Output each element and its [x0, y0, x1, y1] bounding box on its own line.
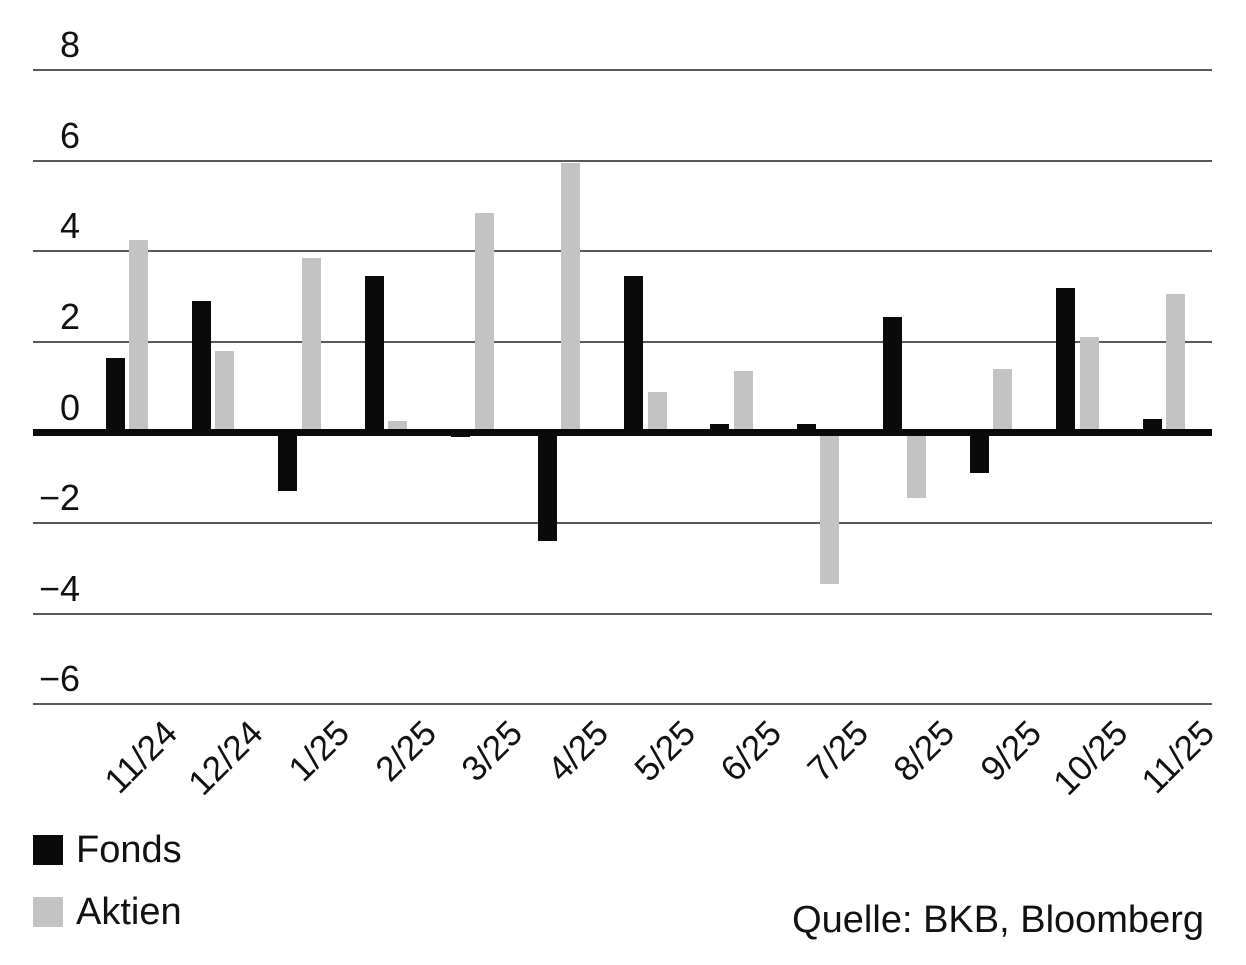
- x-tick-label: 6/25: [713, 713, 790, 790]
- bar-aktien: [129, 240, 148, 433]
- x-tick-label: 9/25: [972, 713, 1049, 790]
- bar-aktien: [301, 258, 321, 433]
- x-tick-label: 4/25: [540, 713, 617, 790]
- bar-aktien: [820, 432, 840, 585]
- y-tick-label: −6: [38, 658, 80, 700]
- x-tick-label: 12/24: [181, 713, 271, 803]
- bar-fonds: [105, 357, 125, 433]
- aktien-swatch: [33, 897, 63, 927]
- bar-aktien: [561, 163, 581, 433]
- bar-fonds: [364, 276, 384, 433]
- gridline: [33, 341, 1212, 343]
- zero-line: [33, 429, 1212, 437]
- bar-fonds: [710, 423, 730, 433]
- x-tick-label: 10/25: [1045, 713, 1135, 803]
- gridline: [33, 159, 1212, 162]
- x-tick-label: 7/25: [799, 713, 876, 790]
- gridline: [33, 250, 1212, 253]
- bar-aktien: [474, 212, 494, 433]
- fonds-swatch: [33, 835, 63, 865]
- y-tick-label: −4: [38, 567, 80, 609]
- bar-fonds: [969, 432, 989, 474]
- y-tick-label: −2: [38, 477, 80, 519]
- y-tick-label: 0: [59, 386, 80, 428]
- bar-fonds: [796, 423, 816, 433]
- bar-aktien: [388, 421, 408, 433]
- bar-aktien: [733, 371, 753, 433]
- x-tick-label: 11/24: [96, 713, 185, 801]
- x-tick-label: 2/25: [367, 713, 444, 790]
- y-tick-label: 4: [59, 205, 80, 247]
- aktien-label: Aktien: [76, 891, 182, 933]
- y-tick-label: 8: [59, 24, 80, 66]
- bar-aktien: [906, 432, 926, 499]
- gridline: [33, 69, 1212, 72]
- y-tick-label: 2: [59, 296, 80, 337]
- x-tick-label: 8/25: [886, 713, 963, 790]
- bar-fonds: [883, 317, 903, 433]
- x-tick-label: 5/25: [627, 713, 703, 790]
- bar-aktien: [993, 369, 1013, 433]
- gridline: [33, 703, 1212, 706]
- bar-fonds: [278, 432, 298, 492]
- x-tick-label: 1/25: [281, 713, 358, 790]
- gridline: [33, 612, 1212, 615]
- bar-fonds: [624, 276, 643, 433]
- bar-fonds: [191, 301, 211, 433]
- bar-aktien: [647, 391, 667, 433]
- bar-fonds: [537, 432, 557, 542]
- x-tick-label: 11/25: [1133, 713, 1222, 801]
- bar-aktien: [215, 351, 235, 433]
- bar-fonds: [1056, 287, 1076, 433]
- gridline: [33, 522, 1212, 525]
- y-tick-label: 6: [59, 114, 80, 156]
- bar-aktien: [1079, 337, 1099, 433]
- fonds-label: Fonds: [76, 829, 182, 871]
- source-caption: Quelle: BKB, Bloomberg: [792, 899, 1204, 941]
- x-tick-label: 3/25: [454, 713, 531, 790]
- bar-aktien: [1166, 294, 1185, 433]
